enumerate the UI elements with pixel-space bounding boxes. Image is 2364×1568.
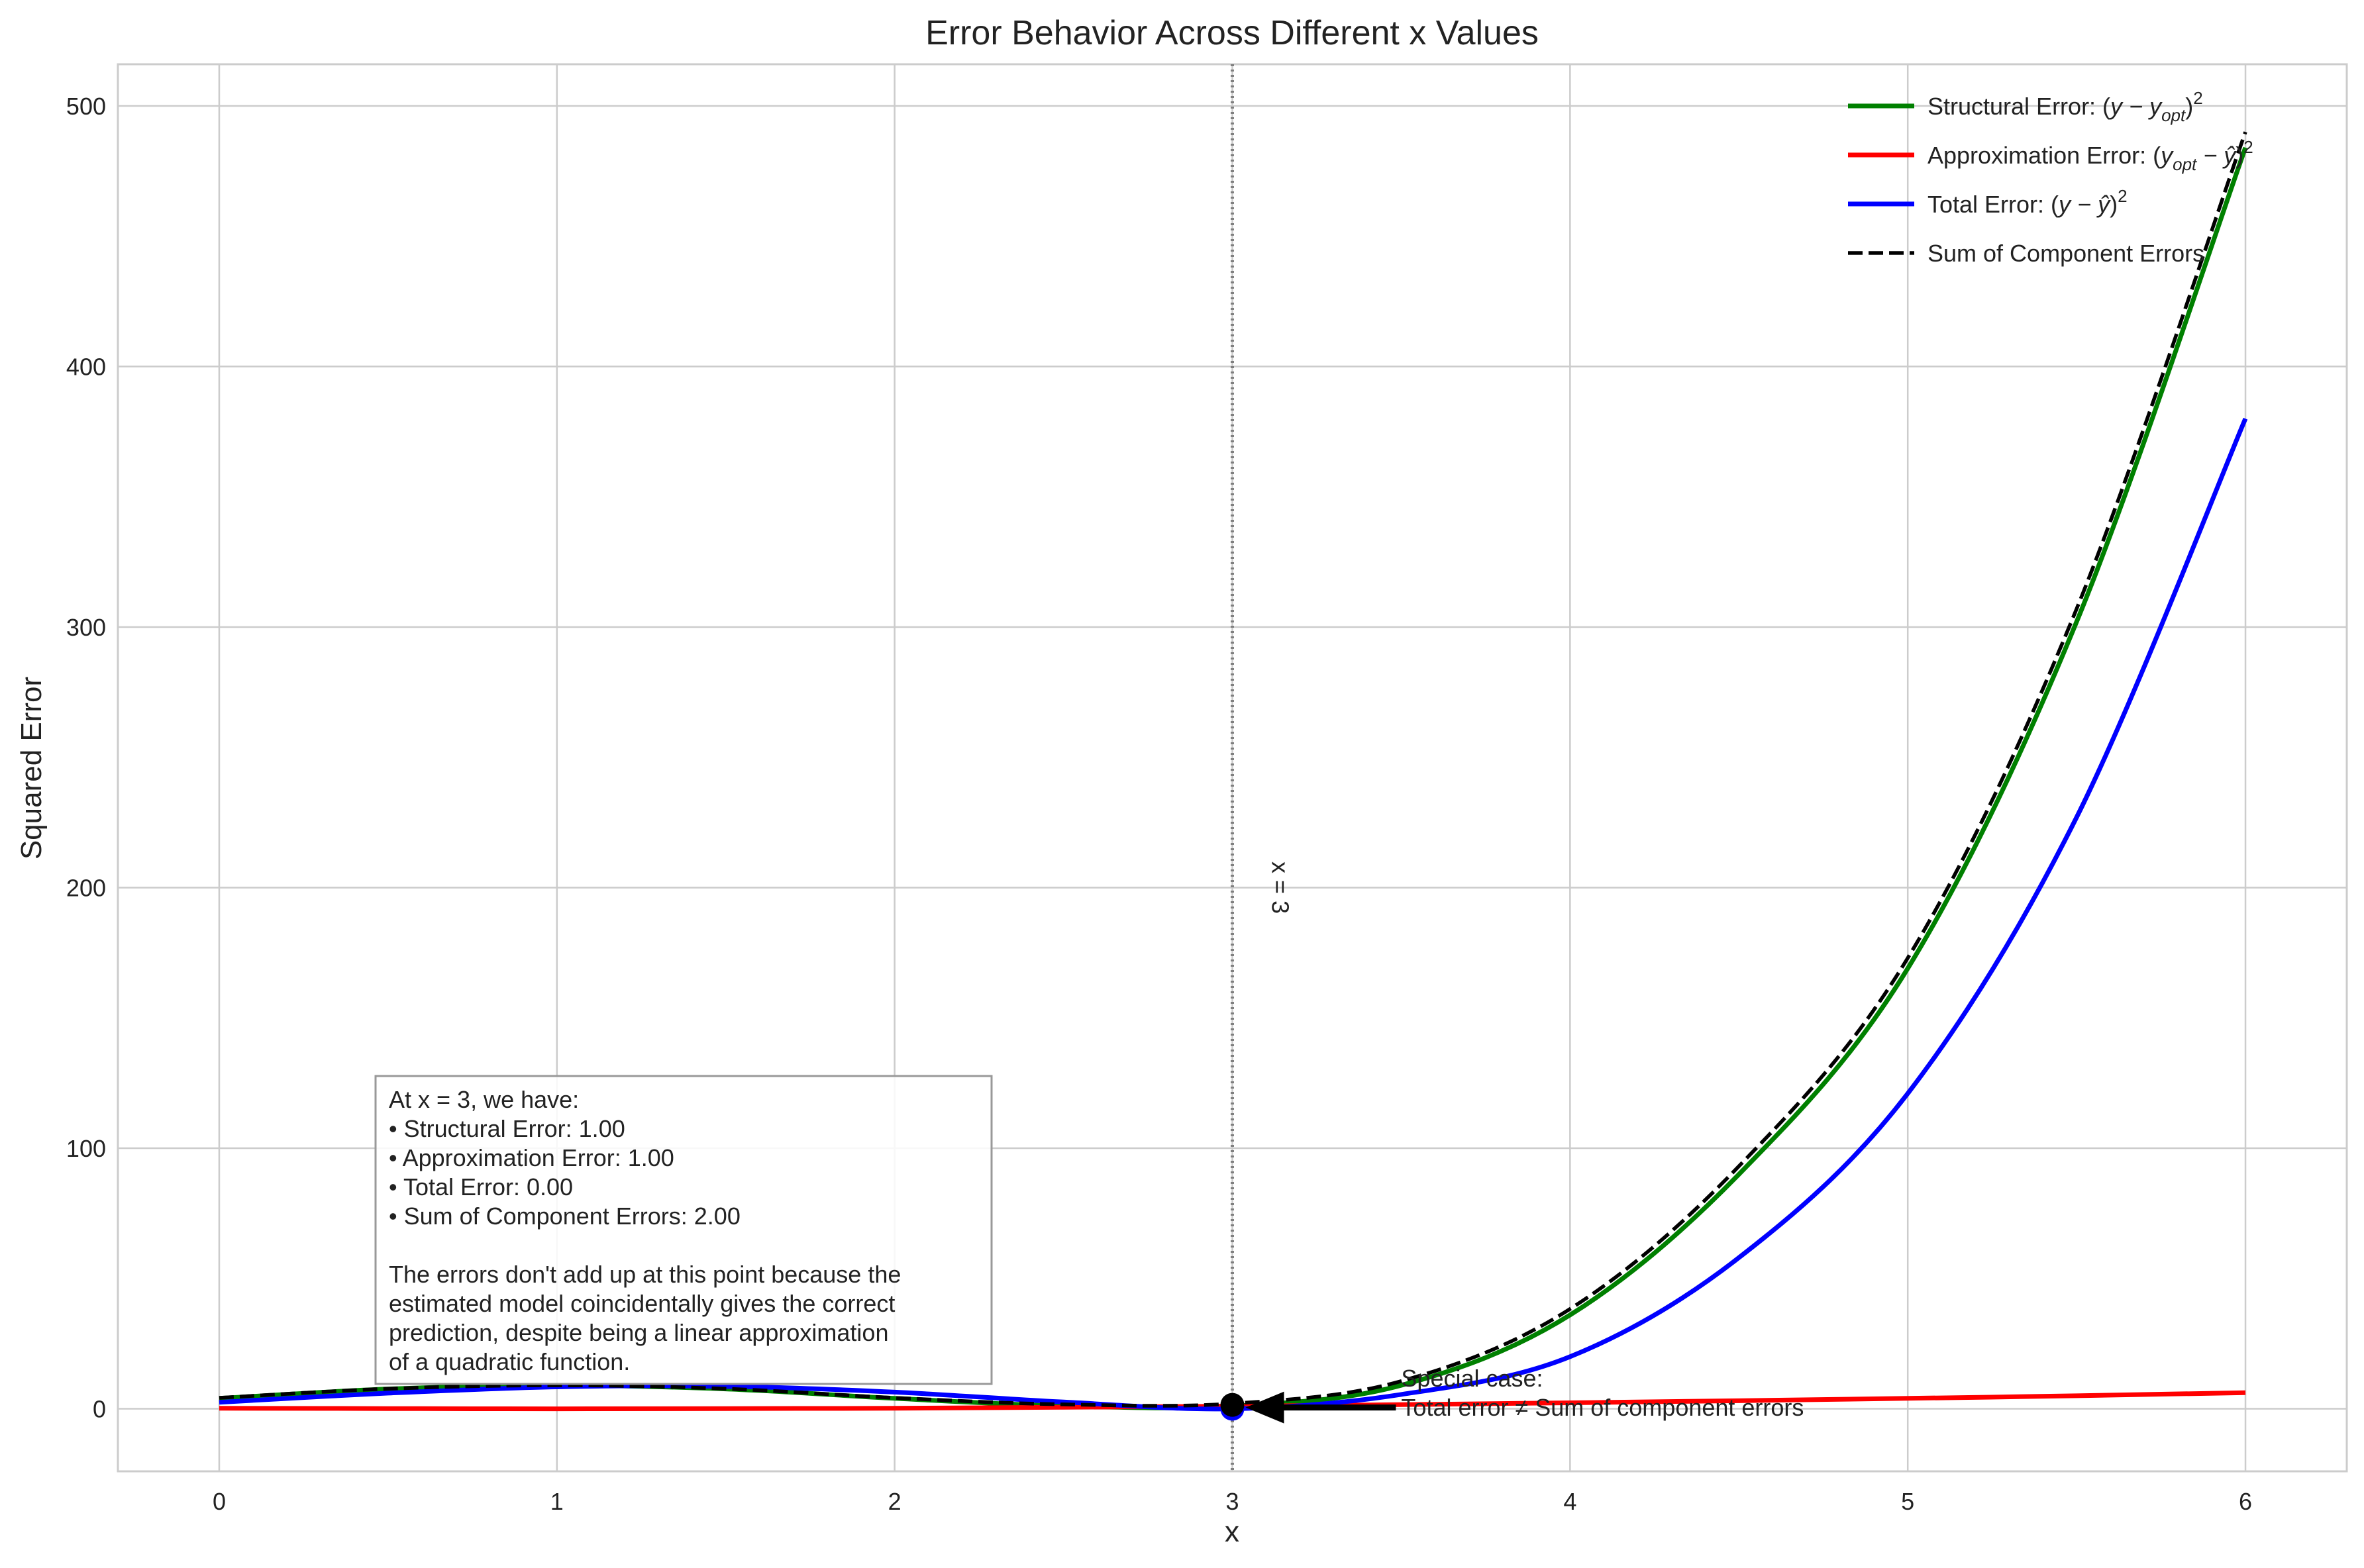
x-tick-label: 3 [1225,1488,1239,1515]
info-box-line: of a quadratic function. [389,1348,630,1375]
info-box: At x = 3, we have:• Structural Error: 1.… [374,1075,993,1385]
y-tick-label: 400 [66,353,106,380]
x3-line-label: x = 3 [1267,861,1294,914]
annotation-arrow-head [1245,1391,1284,1424]
legend: Structural Error: (y − yopt)2 Approximati… [1848,88,2253,267]
vertical-reference-line: x = 3 [1231,64,1294,1471]
legend-structural: Structural Error: (y − yopt)2 [1848,88,2203,125]
y-tick-label: 300 [66,614,106,641]
info-box-line: estimated model coincidentally gives the… [389,1290,895,1317]
legend-approximation: Approximation Error: (yopt − ŷ)2 [1848,137,2253,174]
legend-label: Total Error: (y − ŷ)2 [1927,186,2128,218]
x-axis-label: x [1225,1516,1239,1548]
grid-lines [118,64,2347,1471]
info-box-line: The errors don't add up at this point be… [389,1261,901,1288]
legend-sum: Sum of Component Errors [1848,240,2204,267]
chart-title: Error Behavior Across Different x Values [925,14,1539,52]
sum-errors-marker [1220,1393,1245,1417]
x-tick-label: 4 [1563,1488,1576,1515]
special-case-annotation: Special case:Total error ≠ Sum of compon… [1245,1365,1804,1424]
x-tick-label: 6 [2239,1488,2252,1515]
annotation-line-2: Total error ≠ Sum of component errors [1401,1394,1804,1421]
y-tick-label: 200 [66,875,106,902]
info-box-line: • Structural Error: 1.00 [389,1115,625,1142]
legend-total: Total Error: (y − ŷ)2 [1848,186,2128,218]
info-box-line: • Sum of Component Errors: 2.00 [389,1202,741,1230]
legend-label: Sum of Component Errors [1927,240,2204,267]
info-box-line: prediction, despite being a linear appro… [389,1319,888,1346]
info-box-line: At x = 3, we have: [389,1086,579,1113]
info-box-line: • Total Error: 0.00 [389,1173,573,1200]
y-tick-label: 0 [93,1396,106,1423]
x-tick-label: 5 [1901,1488,1914,1515]
legend-label: Structural Error: (y − yopt)2 [1927,88,2203,125]
x-tick-label: 0 [213,1488,226,1515]
y-tick-label: 500 [66,93,106,120]
y-tick-labels: 0 100 200 300 400 500 [66,93,106,1423]
legend-label: Approximation Error: (yopt − ŷ)2 [1927,137,2253,174]
x-tick-labels: 0 1 2 3 4 5 6 [213,1488,2252,1515]
annotation-line-1: Special case: [1401,1365,1543,1392]
x-tick-label: 2 [888,1488,901,1515]
y-tick-label: 100 [66,1135,106,1162]
point-markers [1220,1393,1245,1421]
x-tick-label: 1 [550,1488,564,1515]
info-box-frame [374,1075,993,1385]
y-axis-label: Squared Error [15,677,48,859]
info-box-line: • Approximation Error: 1.00 [389,1144,674,1171]
sum-component-errors-line [219,131,2247,1408]
